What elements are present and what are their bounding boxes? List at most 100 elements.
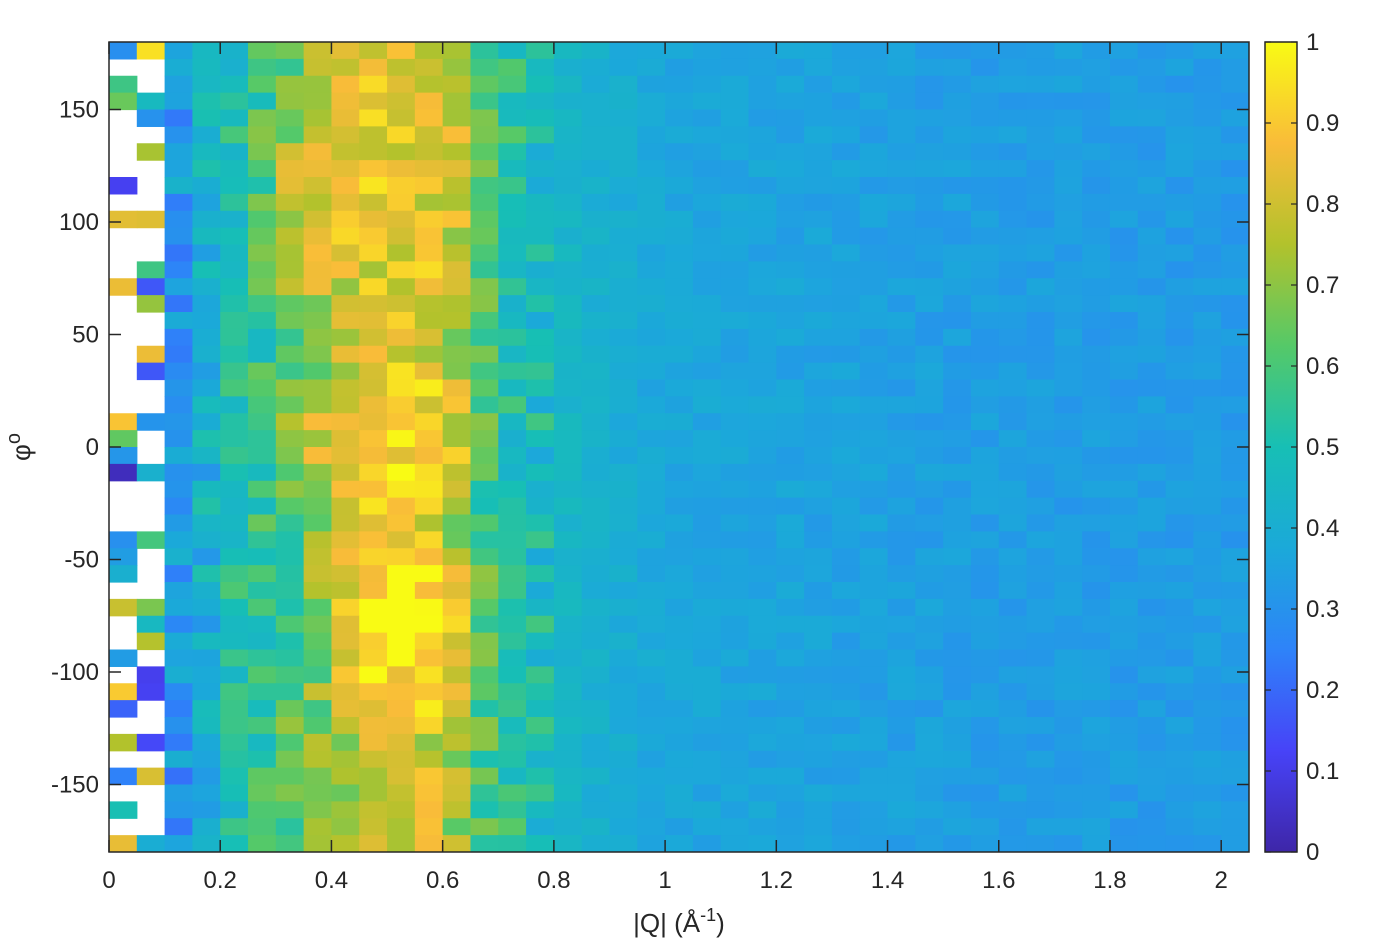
heatmap-cell — [1193, 430, 1222, 448]
heatmap-cell — [1221, 160, 1249, 178]
heatmap-cell — [414, 767, 444, 786]
heatmap-cell — [915, 193, 944, 212]
heatmap-cell — [303, 649, 333, 667]
heatmap-cell — [136, 278, 166, 296]
heatmap-cell — [1026, 109, 1055, 127]
heatmap-cell — [637, 784, 666, 802]
heatmap-cell — [970, 75, 1000, 94]
heatmap-cell — [470, 700, 499, 718]
heatmap-cell — [609, 565, 638, 583]
heatmap-cell — [692, 447, 722, 465]
x-axis-label-main: |Q| (Å — [633, 908, 701, 938]
heatmap-cell — [859, 480, 889, 499]
heatmap-cell — [164, 362, 194, 381]
heatmap-cell — [164, 295, 194, 313]
heatmap-cell — [164, 598, 194, 617]
heatmap-cell — [1054, 835, 1083, 852]
heatmap-cell — [331, 345, 360, 364]
heatmap-cell — [553, 312, 583, 330]
heatmap-cell — [1054, 177, 1083, 195]
heatmap-cell — [692, 379, 722, 397]
heatmap-cell — [220, 379, 249, 397]
heatmap-cell — [164, 480, 194, 499]
heatmap-cell — [665, 278, 694, 296]
heatmap-cell — [970, 666, 1000, 684]
heatmap-cell — [1109, 177, 1139, 195]
x-tick-label: 0 — [102, 867, 115, 894]
heatmap-cell — [637, 463, 666, 482]
heatmap-cell — [1082, 143, 1111, 161]
heatmap-cell — [1165, 818, 1194, 836]
heatmap-cell — [748, 42, 777, 60]
heatmap-cell — [498, 598, 527, 617]
heatmap-cell — [442, 784, 472, 802]
heatmap-cell — [776, 261, 805, 279]
heatmap-cell — [581, 733, 611, 752]
heatmap-cell — [665, 565, 694, 583]
heatmap-cell — [303, 210, 333, 229]
heatmap-cell — [192, 480, 221, 499]
heatmap-cell — [220, 598, 249, 617]
heatmap-cell — [609, 210, 638, 229]
heatmap-cell — [748, 565, 777, 583]
heatmap-cell — [192, 126, 221, 144]
heatmap-cell — [331, 615, 360, 634]
heatmap-cell — [498, 430, 527, 448]
heatmap-cell — [720, 92, 750, 111]
heatmap-cell — [220, 193, 249, 212]
heatmap-cell — [998, 632, 1028, 651]
heatmap-cell — [414, 565, 444, 583]
heatmap-cell — [915, 767, 944, 786]
heatmap-cell — [1221, 531, 1249, 549]
heatmap-cell — [998, 531, 1028, 549]
heatmap-cell — [804, 379, 833, 397]
heatmap-cell — [1137, 733, 1167, 752]
heatmap-cell — [442, 345, 472, 364]
heatmap-cell — [387, 767, 416, 786]
heatmap-cell — [1137, 58, 1167, 77]
heatmap-cell — [192, 92, 221, 111]
heatmap-cell — [692, 818, 722, 836]
y-axis-label-main: φo — [3, 433, 36, 461]
heatmap-cell — [776, 666, 805, 684]
heatmap-cell — [998, 379, 1028, 397]
heatmap-cell — [748, 666, 777, 684]
heatmap-cell — [498, 244, 527, 262]
heatmap-cell — [1193, 497, 1222, 516]
x-tick-label: 0.8 — [537, 867, 570, 894]
heatmap-cell — [637, 480, 666, 499]
heatmap-cell — [748, 430, 777, 448]
heatmap-cell — [275, 396, 305, 414]
heatmap-cell — [943, 75, 972, 94]
heatmap-cell — [887, 447, 916, 465]
heatmap-cell — [553, 801, 583, 819]
heatmap-cell — [1109, 413, 1139, 431]
heatmap-cell — [1193, 531, 1222, 549]
heatmap-cell — [164, 700, 194, 718]
heatmap-cell — [192, 683, 221, 701]
heatmap-cell — [248, 109, 277, 127]
heatmap-cell — [943, 430, 972, 448]
heatmap-cell — [748, 784, 777, 802]
heatmap-cell — [637, 582, 666, 600]
heatmap-cell — [331, 109, 360, 127]
heatmap-cell — [943, 42, 972, 60]
heatmap-cell — [1054, 75, 1083, 94]
heatmap-cell — [776, 649, 805, 667]
heatmap-cell — [414, 430, 444, 448]
heatmap-cell — [1137, 278, 1167, 296]
heatmap-cell — [470, 447, 499, 465]
heatmap-cell — [136, 413, 166, 431]
heatmap-cell — [887, 193, 916, 212]
heatmap-cell — [303, 801, 333, 819]
heatmap-cell — [387, 210, 416, 229]
heatmap-cell — [164, 514, 194, 532]
heatmap-cell — [220, 548, 249, 566]
heatmap-cell — [275, 210, 305, 229]
heatmap-cell — [248, 531, 277, 549]
heatmap-cell — [1137, 261, 1167, 279]
heatmap-cell — [553, 531, 583, 549]
heatmap-cell — [442, 278, 472, 296]
heatmap-cell — [970, 109, 1000, 127]
heatmap-cell — [1165, 598, 1194, 617]
